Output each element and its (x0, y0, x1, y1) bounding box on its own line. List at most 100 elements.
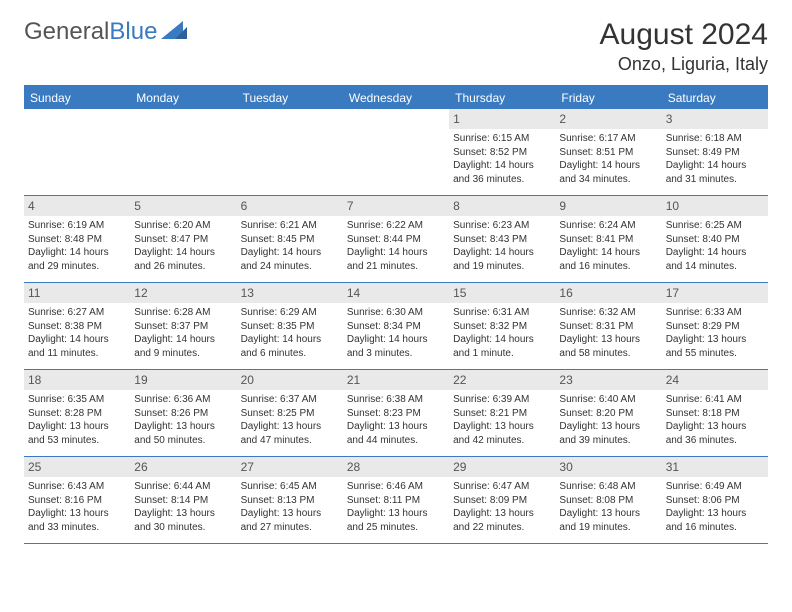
day-number: 27 (237, 457, 343, 477)
cell-daylight1: Daylight: 14 hours (453, 159, 551, 173)
calendar-cell: 5Sunrise: 6:20 AMSunset: 8:47 PMDaylight… (130, 196, 236, 282)
cell-daylight2: and 6 minutes. (241, 347, 339, 361)
cell-sunrise: Sunrise: 6:48 AM (559, 480, 657, 494)
cell-daylight1: Daylight: 13 hours (347, 420, 445, 434)
calendar-cell: 25Sunrise: 6:43 AMSunset: 8:16 PMDayligh… (24, 457, 130, 543)
calendar-cell: 9Sunrise: 6:24 AMSunset: 8:41 PMDaylight… (555, 196, 661, 282)
cell-sunrise: Sunrise: 6:24 AM (559, 219, 657, 233)
day-number: 14 (343, 283, 449, 303)
cell-daylight2: and 26 minutes. (134, 260, 232, 274)
day-number: 11 (24, 283, 130, 303)
cell-daylight1: Daylight: 13 hours (241, 420, 339, 434)
calendar-cell: 31Sunrise: 6:49 AMSunset: 8:06 PMDayligh… (662, 457, 768, 543)
day-number: 6 (237, 196, 343, 216)
cell-sunrise: Sunrise: 6:36 AM (134, 393, 232, 407)
cell-sunrise: Sunrise: 6:40 AM (559, 393, 657, 407)
cell-sunset: Sunset: 8:44 PM (347, 233, 445, 247)
day-number: 2 (555, 109, 661, 129)
cell-daylight2: and 36 minutes. (453, 173, 551, 187)
day-number: 17 (662, 283, 768, 303)
cell-sunset: Sunset: 8:13 PM (241, 494, 339, 508)
cell-sunset: Sunset: 8:48 PM (28, 233, 126, 247)
cell-sunrise: Sunrise: 6:17 AM (559, 132, 657, 146)
calendar-cell: 22Sunrise: 6:39 AMSunset: 8:21 PMDayligh… (449, 370, 555, 456)
brand-name-part1: General (24, 18, 109, 46)
calendar-grid: SundayMondayTuesdayWednesdayThursdayFrid… (24, 85, 768, 544)
calendar-week-row: 11Sunrise: 6:27 AMSunset: 8:38 PMDayligh… (24, 283, 768, 370)
cell-sunrise: Sunrise: 6:30 AM (347, 306, 445, 320)
calendar-cell: 24Sunrise: 6:41 AMSunset: 8:18 PMDayligh… (662, 370, 768, 456)
cell-sunrise: Sunrise: 6:33 AM (666, 306, 764, 320)
calendar-cell-empty (343, 109, 449, 195)
calendar-cell: 8Sunrise: 6:23 AMSunset: 8:43 PMDaylight… (449, 196, 555, 282)
calendar-cell: 27Sunrise: 6:45 AMSunset: 8:13 PMDayligh… (237, 457, 343, 543)
cell-sunset: Sunset: 8:29 PM (666, 320, 764, 334)
day-number: 13 (237, 283, 343, 303)
cell-daylight2: and 58 minutes. (559, 347, 657, 361)
cell-sunset: Sunset: 8:16 PM (28, 494, 126, 508)
cell-daylight1: Daylight: 13 hours (453, 420, 551, 434)
cell-daylight2: and 47 minutes. (241, 434, 339, 448)
location-subtitle: Onzo, Liguria, Italy (600, 54, 768, 75)
calendar-cell: 13Sunrise: 6:29 AMSunset: 8:35 PMDayligh… (237, 283, 343, 369)
calendar-cell: 4Sunrise: 6:19 AMSunset: 8:48 PMDaylight… (24, 196, 130, 282)
calendar-cell: 21Sunrise: 6:38 AMSunset: 8:23 PMDayligh… (343, 370, 449, 456)
cell-sunrise: Sunrise: 6:31 AM (453, 306, 551, 320)
cell-daylight1: Daylight: 13 hours (666, 507, 764, 521)
cell-daylight2: and 22 minutes. (453, 521, 551, 535)
calendar-cell: 23Sunrise: 6:40 AMSunset: 8:20 PMDayligh… (555, 370, 661, 456)
cell-daylight1: Daylight: 14 hours (28, 333, 126, 347)
cell-daylight1: Daylight: 14 hours (347, 333, 445, 347)
cell-sunset: Sunset: 8:45 PM (241, 233, 339, 247)
cell-daylight2: and 11 minutes. (28, 347, 126, 361)
weekday-header-cell: Monday (130, 87, 236, 109)
calendar-cell: 15Sunrise: 6:31 AMSunset: 8:32 PMDayligh… (449, 283, 555, 369)
cell-daylight2: and 9 minutes. (134, 347, 232, 361)
day-number: 28 (343, 457, 449, 477)
cell-daylight2: and 21 minutes. (347, 260, 445, 274)
cell-sunrise: Sunrise: 6:46 AM (347, 480, 445, 494)
cell-daylight2: and 50 minutes. (134, 434, 232, 448)
calendar-week-row: 1Sunrise: 6:15 AMSunset: 8:52 PMDaylight… (24, 109, 768, 196)
weekday-header-cell: Saturday (662, 87, 768, 109)
weekday-header-cell: Sunday (24, 87, 130, 109)
calendar-cell: 3Sunrise: 6:18 AMSunset: 8:49 PMDaylight… (662, 109, 768, 195)
cell-sunset: Sunset: 8:47 PM (134, 233, 232, 247)
weekday-header-cell: Wednesday (343, 87, 449, 109)
cell-daylight2: and 24 minutes. (241, 260, 339, 274)
cell-sunrise: Sunrise: 6:22 AM (347, 219, 445, 233)
cell-sunset: Sunset: 8:28 PM (28, 407, 126, 421)
day-number: 20 (237, 370, 343, 390)
cell-sunset: Sunset: 8:23 PM (347, 407, 445, 421)
cell-daylight1: Daylight: 14 hours (241, 246, 339, 260)
weekday-header-cell: Thursday (449, 87, 555, 109)
day-number: 15 (449, 283, 555, 303)
cell-daylight1: Daylight: 14 hours (666, 159, 764, 173)
cell-daylight1: Daylight: 14 hours (453, 246, 551, 260)
cell-sunset: Sunset: 8:43 PM (453, 233, 551, 247)
cell-sunrise: Sunrise: 6:18 AM (666, 132, 764, 146)
calendar-cell-empty (130, 109, 236, 195)
cell-sunrise: Sunrise: 6:23 AM (453, 219, 551, 233)
cell-daylight1: Daylight: 14 hours (559, 159, 657, 173)
cell-daylight1: Daylight: 13 hours (134, 420, 232, 434)
brand-name-part2: Blue (109, 18, 157, 46)
cell-sunrise: Sunrise: 6:20 AM (134, 219, 232, 233)
day-number: 30 (555, 457, 661, 477)
cell-daylight2: and 55 minutes. (666, 347, 764, 361)
weeks-container: 1Sunrise: 6:15 AMSunset: 8:52 PMDaylight… (24, 109, 768, 544)
cell-daylight2: and 1 minute. (453, 347, 551, 361)
cell-daylight2: and 16 minutes. (666, 521, 764, 535)
cell-daylight2: and 14 minutes. (666, 260, 764, 274)
cell-sunset: Sunset: 8:18 PM (666, 407, 764, 421)
cell-sunrise: Sunrise: 6:47 AM (453, 480, 551, 494)
cell-daylight2: and 29 minutes. (28, 260, 126, 274)
day-number: 5 (130, 196, 236, 216)
day-number: 1 (449, 109, 555, 129)
cell-sunrise: Sunrise: 6:37 AM (241, 393, 339, 407)
calendar-cell: 18Sunrise: 6:35 AMSunset: 8:28 PMDayligh… (24, 370, 130, 456)
cell-sunrise: Sunrise: 6:32 AM (559, 306, 657, 320)
cell-daylight1: Daylight: 13 hours (28, 420, 126, 434)
cell-sunrise: Sunrise: 6:39 AM (453, 393, 551, 407)
cell-sunset: Sunset: 8:34 PM (347, 320, 445, 334)
